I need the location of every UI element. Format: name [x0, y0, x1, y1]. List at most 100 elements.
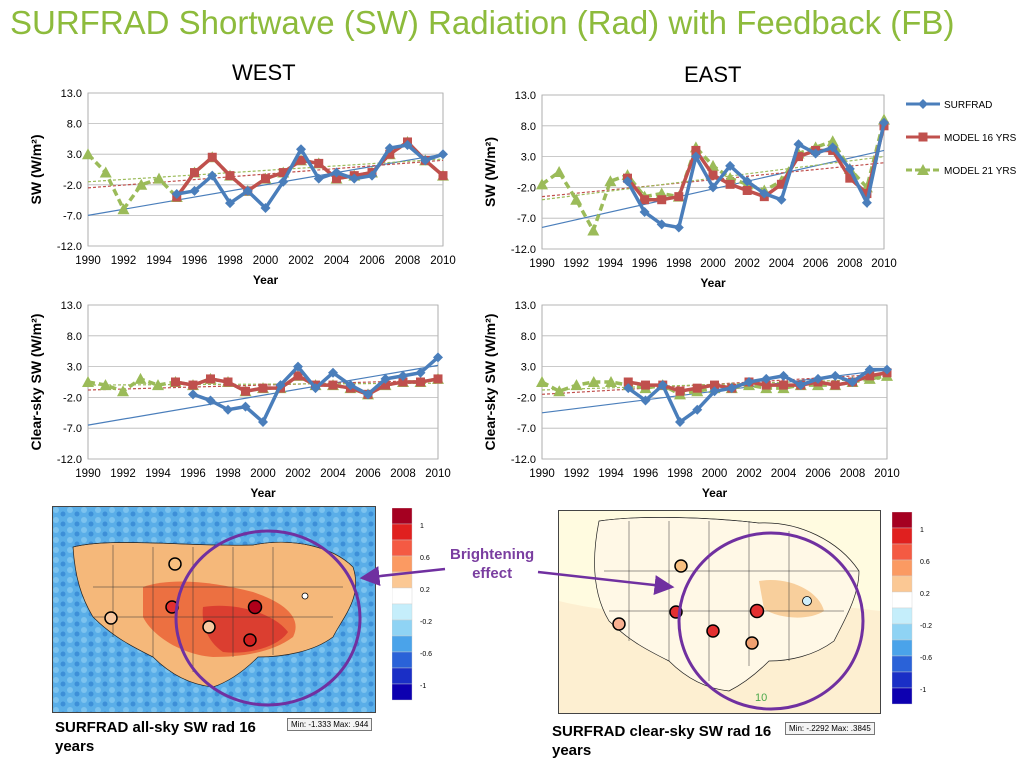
x-tick-label: 1994 — [598, 468, 624, 480]
chart-legend: SURFRAD MODEL 16 YRS MODEL 21 YRS — [906, 99, 1017, 177]
x-tick-label: 1998 — [215, 468, 241, 480]
x-tick-label: 2002 — [734, 258, 760, 270]
data-point — [381, 380, 390, 390]
legend-marker — [918, 99, 928, 109]
legend-marker — [918, 132, 928, 142]
x-tick-label: 2004 — [320, 468, 346, 480]
data-point — [328, 367, 338, 378]
data-point — [830, 380, 840, 390]
colorbar-tick: 0.2 — [920, 591, 930, 598]
data-point — [813, 373, 823, 384]
colorbar-tick: -1 — [920, 687, 926, 694]
colorbar-tick: 0.6 — [920, 559, 930, 566]
x-axis-label: Year — [702, 486, 728, 500]
x-tick-label: 1998 — [666, 258, 692, 270]
data-point — [845, 173, 855, 183]
colorbar-swatch — [392, 523, 413, 541]
data-point — [844, 163, 855, 174]
station-marker — [749, 603, 765, 619]
colorbar-swatch — [892, 671, 913, 689]
legend-label: MODEL 16 YRS — [944, 133, 1017, 144]
y-tick-label: 3.0 — [521, 152, 536, 164]
x-tick-label: 1990 — [529, 468, 555, 480]
data-point — [623, 383, 634, 394]
colorbar-swatch — [892, 591, 913, 609]
y-tick-label: 13.0 — [61, 88, 82, 100]
x-tick-label: 2002 — [736, 468, 762, 480]
data-point — [275, 380, 286, 391]
data-point — [207, 152, 217, 162]
data-point — [776, 194, 787, 205]
colorbar-tick: 0.6 — [420, 555, 430, 562]
data-point — [553, 166, 566, 177]
data-point — [171, 188, 182, 199]
x-tick-label: 2006 — [359, 255, 385, 267]
x-tick-label: 1996 — [633, 468, 659, 480]
y-tick-label: -2.0 — [63, 392, 82, 404]
x-tick-label: 2010 — [874, 468, 900, 480]
highlight-circle — [677, 531, 865, 711]
x-tick-label: 1994 — [146, 255, 172, 267]
x-tick-label: 1998 — [217, 255, 243, 267]
brightening-line-2: effect — [472, 565, 513, 582]
data-point — [278, 168, 288, 178]
y-tick-label: -2.0 — [517, 182, 536, 194]
data-point — [553, 385, 566, 397]
colorbar-right: 1 0.6 0.2 -0.2 -0.6 -1 — [892, 512, 932, 705]
station-marker — [247, 599, 263, 615]
x-tick-label: 2004 — [769, 258, 795, 270]
colorbar-swatch — [392, 508, 413, 525]
data-point — [258, 417, 268, 428]
series-line — [626, 125, 886, 202]
station-marker — [301, 592, 309, 600]
data-point — [416, 377, 425, 387]
y-tick-label: -12.0 — [57, 241, 82, 253]
data-point — [314, 158, 324, 168]
data-point — [744, 377, 754, 387]
caption-allsky: SURFRAD all-sky SW rad 16 years — [55, 719, 256, 755]
data-point — [640, 195, 650, 205]
colorbar-swatch — [892, 687, 913, 705]
data-point — [810, 148, 821, 159]
chart-east-clearsky: 13.0 8.0 3.0 -2.0 -7.0 -12.0 1990 1992 1994 1996 1… — [482, 300, 900, 500]
arrow-left — [359, 566, 446, 587]
trend-line — [87, 364, 439, 426]
data-point — [296, 144, 306, 155]
data-point — [293, 371, 303, 381]
series-line — [625, 122, 886, 230]
trend-line — [87, 159, 444, 189]
data-point — [313, 173, 324, 184]
colorbar-swatch — [392, 603, 413, 621]
data-point — [117, 385, 129, 397]
colorbar-swatch — [892, 575, 913, 593]
data-point — [223, 377, 233, 387]
data-point — [795, 380, 806, 391]
x-tick-label: 1992 — [564, 468, 590, 480]
data-point — [692, 404, 703, 415]
series-line — [176, 143, 444, 211]
x-tick-label: 1994 — [145, 468, 171, 480]
y-tick-label: 3.0 — [521, 362, 536, 374]
data-point — [349, 173, 360, 184]
data-point — [776, 179, 786, 189]
data-point — [742, 185, 752, 195]
data-point — [639, 207, 650, 218]
station-marker — [202, 620, 216, 634]
y-axis-label: SW (W/m²) — [28, 135, 44, 205]
plot-area — [87, 92, 444, 247]
data-point — [345, 380, 356, 391]
y-tick-label: -7.0 — [517, 423, 536, 435]
colorbar-tick: -0.2 — [920, 623, 932, 630]
y-tick-label: -12.0 — [511, 454, 536, 466]
data-point — [206, 374, 215, 384]
legend-label: SURFRAD — [944, 100, 992, 111]
colorbar-swatch — [392, 651, 413, 669]
heat-region — [759, 580, 824, 618]
data-point — [241, 386, 250, 396]
data-point — [134, 372, 147, 384]
x-tick-label: 2008 — [840, 468, 866, 480]
data-point — [794, 152, 803, 162]
y-tick-label: -2.0 — [63, 180, 82, 192]
data-point — [708, 170, 718, 180]
colorbar-swatch — [892, 607, 913, 625]
